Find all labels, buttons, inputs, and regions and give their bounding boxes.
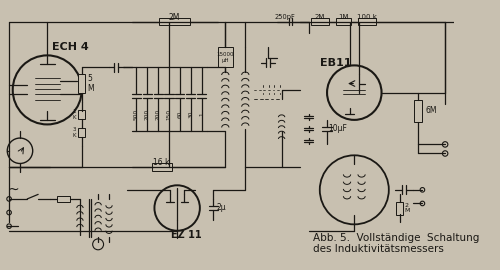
Circle shape — [327, 65, 382, 120]
Circle shape — [12, 55, 82, 124]
Text: 200: 200 — [144, 109, 150, 120]
Circle shape — [92, 239, 104, 250]
Text: 30: 30 — [188, 111, 194, 118]
Circle shape — [420, 201, 424, 206]
Text: 250pF: 250pF — [275, 14, 295, 20]
Text: Abb. 5.  Vollständige  Schaltung: Abb. 5. Vollständige Schaltung — [314, 233, 480, 243]
Text: ~: ~ — [8, 183, 20, 197]
Text: ECH 4: ECH 4 — [52, 42, 89, 52]
Text: 2
M: 2 M — [404, 202, 409, 213]
Circle shape — [8, 138, 32, 164]
Circle shape — [7, 197, 12, 201]
Bar — [78, 75, 86, 93]
Text: 100 k: 100 k — [357, 14, 377, 20]
Text: EZ 11: EZ 11 — [171, 230, 202, 240]
Text: 2μ: 2μ — [217, 202, 226, 212]
Text: 500: 500 — [134, 109, 139, 120]
Circle shape — [420, 188, 424, 192]
Circle shape — [442, 151, 448, 156]
Bar — [358, 18, 376, 25]
Text: 150: 150 — [166, 109, 172, 120]
Bar — [414, 100, 422, 122]
Circle shape — [320, 155, 389, 224]
Circle shape — [154, 185, 200, 231]
Bar — [78, 128, 86, 137]
Circle shape — [442, 142, 448, 147]
Bar — [152, 164, 172, 171]
Bar — [78, 110, 86, 119]
Text: 2M: 2M — [314, 14, 325, 20]
Bar — [159, 18, 190, 25]
Text: 1
K: 1 K — [73, 109, 76, 120]
Bar — [336, 18, 350, 25]
Text: 200: 200 — [156, 109, 160, 120]
Text: 60: 60 — [178, 111, 182, 118]
Text: 5
M: 5 M — [87, 74, 94, 93]
Bar — [396, 202, 404, 215]
Text: 1: 1 — [199, 113, 204, 116]
Circle shape — [7, 210, 12, 215]
Text: 3
K: 3 K — [73, 127, 76, 138]
Text: 16 k: 16 k — [154, 158, 170, 167]
Bar — [57, 196, 70, 202]
Bar — [218, 47, 232, 67]
Circle shape — [7, 224, 12, 228]
Text: des Induktivitätsmessers: des Induktivitätsmessers — [314, 244, 444, 254]
Text: 10μF: 10μF — [328, 124, 347, 133]
Text: 1M: 1M — [338, 14, 348, 20]
Text: 6M: 6M — [425, 106, 436, 115]
Text: 15000
μH: 15000 μH — [216, 52, 234, 63]
Text: 2M: 2M — [168, 13, 180, 22]
Bar — [310, 18, 329, 25]
Text: EB11: EB11 — [320, 58, 352, 68]
